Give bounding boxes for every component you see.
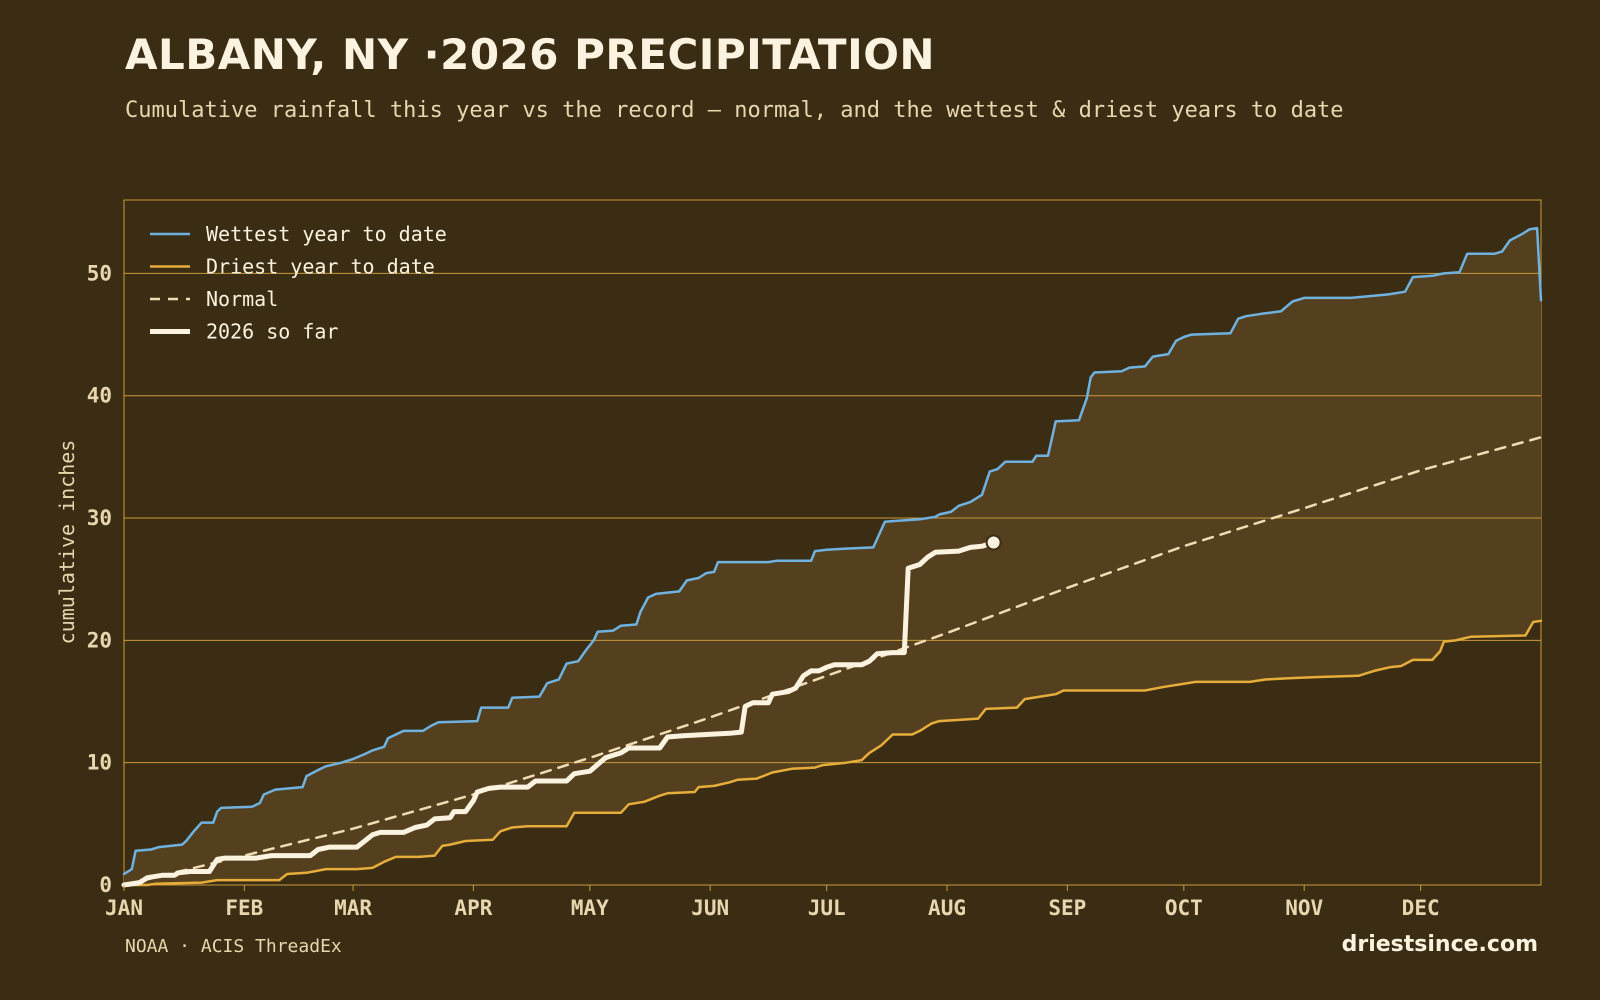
page-title: ALBANY, NY ·2026 PRECIPITATION	[125, 30, 936, 79]
data-source-credit: NOAA · ACIS ThreadEx	[125, 936, 342, 957]
legend-label: 2026 so far	[206, 320, 338, 344]
x-tick-label: JUN	[691, 896, 729, 920]
legend-label: Driest year to date	[206, 255, 435, 279]
x-tick-label: MAY	[571, 896, 609, 920]
normal-series-line	[122, 436, 1543, 887]
y-tick-label: 20	[87, 628, 112, 652]
y-tick-label: 10	[87, 751, 112, 775]
page-subtitle: Cumulative rainfall this year vs the rec…	[125, 98, 1344, 123]
x-tick-label: APR	[454, 896, 492, 920]
y-tick-label: 40	[87, 384, 112, 408]
brand-link[interactable]: driestsince.com	[1341, 932, 1538, 957]
current-year-series-line	[121, 540, 997, 888]
x-tick-label: MAR	[334, 896, 372, 920]
legend-label: Wettest year to date	[206, 222, 447, 246]
x-tick-label: AUG	[928, 896, 966, 920]
x-tick-label: SEP	[1048, 896, 1086, 920]
x-tick-label: OCT	[1165, 896, 1203, 920]
current-value-marker	[985, 534, 1002, 551]
x-tick-label: JUL	[808, 896, 846, 920]
y-tick-label: 0	[99, 873, 112, 897]
legend-label: Normal	[206, 287, 278, 311]
x-tick-label: FEB	[225, 896, 263, 920]
x-tick-label: NOV	[1285, 896, 1323, 920]
y-tick-label: 30	[87, 506, 112, 530]
driest-series-line	[122, 619, 1543, 887]
wettest-series-line	[122, 226, 1543, 876]
y-axis-label: cumulative inches	[55, 440, 79, 645]
x-tick-label: JAN	[105, 896, 143, 920]
y-tick-label: 50	[87, 261, 112, 285]
x-tick-label: DEC	[1402, 896, 1440, 920]
